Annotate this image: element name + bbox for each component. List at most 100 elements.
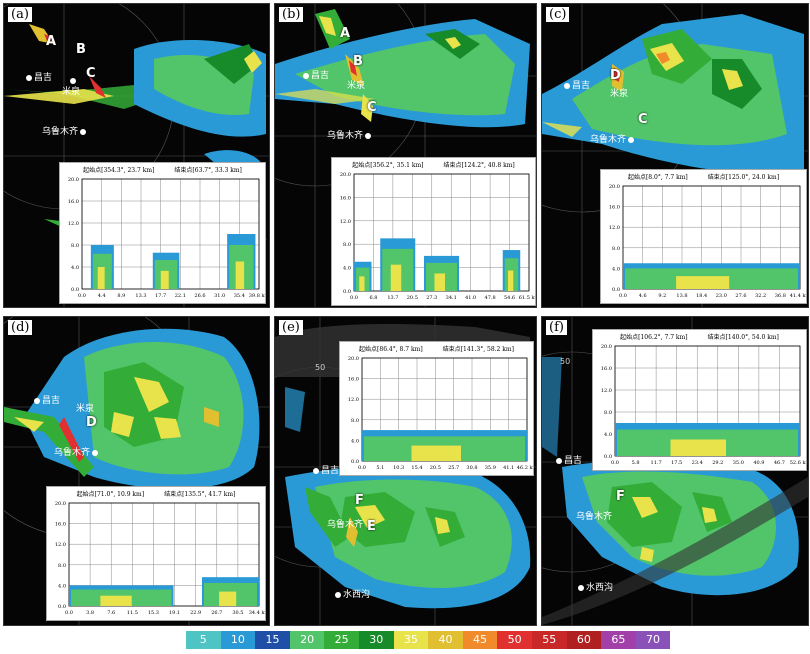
y-tick-label: 4.0 xyxy=(604,432,612,438)
x-tick-label: 17.7 xyxy=(155,293,166,299)
city-dot-icon xyxy=(564,82,570,89)
cross-section-plot: 0.0 6.8 13.7 20.5 27.3 34.1 41.0 47.8 54.6 61.5 k… xyxy=(340,172,535,301)
x-tick-label: 18.4 xyxy=(696,293,707,299)
inset-header: 起始点[356.2°, 35.1 km] 结束点[124.2°, 40.8 km] xyxy=(352,162,515,169)
y-tick-label: 20.0 xyxy=(340,172,351,178)
cross-section-inset: 起始点[8.0°, 7.7 km] 结束点[125.0°, 24.0 km] 0.… xyxy=(600,169,807,304)
x-tick-label: 30.8 xyxy=(466,465,477,471)
echo-core xyxy=(97,267,105,289)
legend-cell: 55 xyxy=(531,631,567,649)
storm-mark-f: F xyxy=(355,493,364,508)
x-tick-label: 27.3 xyxy=(426,295,437,301)
storm-mark-b: B xyxy=(353,54,363,69)
x-tick-label: 3.8 xyxy=(86,610,94,616)
panel-label: (f) xyxy=(546,320,567,335)
cross-section-plot: 0.0 4.4 8.9 13.3 17.7 22.1 26.6 31.0 35.4 39.8 km… xyxy=(68,177,265,299)
radar-echo-a xyxy=(4,4,269,307)
y-tick-label: 0.0 xyxy=(343,289,351,295)
y-tick-label: 4.0 xyxy=(58,583,66,589)
x-tick-label: 25.7 xyxy=(448,465,459,471)
x-tick-label: 4.6 xyxy=(639,293,647,299)
x-tick-label: 31.0 xyxy=(214,293,225,299)
x-tick-label: 11.5 xyxy=(127,610,138,616)
cross-section-inset: 起始点[354.3°, 23.7 km] 结束点[63.7°, 33.3 km] … xyxy=(59,162,266,304)
cross-section-plot: 0.0 3.8 7.6 11.5 15.3 19.1 22.9 26.7 30.5 34.4 km… xyxy=(55,501,265,616)
x-tick-label: 0.0 xyxy=(65,610,73,616)
x-tick-label: 0.0 xyxy=(611,460,619,466)
city-label: 水西沟 xyxy=(578,580,613,593)
radar-echo-f xyxy=(542,317,808,625)
cross-section-inset: 起始点[71.0°, 10.9 km] 结束点[135.5°, 41.7 km] … xyxy=(46,486,266,621)
legend-cell: 25 xyxy=(324,631,359,649)
x-tick-label: 36.8 xyxy=(775,293,786,299)
echo-core xyxy=(100,595,132,606)
panel-label: (d) xyxy=(8,320,33,335)
city-label: 水西沟 xyxy=(335,587,370,600)
x-tick-label: 20.5 xyxy=(430,465,441,471)
storm-mark-b: B xyxy=(76,42,86,57)
x-tick-label: 0.0 xyxy=(350,295,358,301)
x-tick-label: 11.7 xyxy=(651,460,662,466)
x-tick-label: 35.4 xyxy=(234,293,245,299)
storm-mark-f: F xyxy=(616,489,625,504)
echo-core xyxy=(508,270,514,291)
x-tick-label: 17.5 xyxy=(671,460,682,466)
x-tick-label: 35.0 xyxy=(733,460,744,466)
y-tick-label: 20.0 xyxy=(55,501,66,507)
y-tick-label: 16.0 xyxy=(609,205,620,211)
radar-panel-a: (a) A B C 昌吉 米泉 乌鲁木齐 起始点[354.3°, 23.7 km… xyxy=(3,3,270,308)
x-tick-label: 5.1 xyxy=(376,465,384,471)
x-tick-label: 46.2 km xyxy=(517,465,533,471)
y-tick-label: 0.0 xyxy=(71,287,79,293)
radar-panel-d: (d) D 昌吉 米泉 乌鲁木齐 起始点[71.0°, 10.9 km] 结束点[… xyxy=(3,316,270,626)
echo-core xyxy=(434,273,445,291)
cross-section-inset: 起始点[106.2°, 7.7 km] 结束点[140.0°, 54.0 km] … xyxy=(592,329,807,471)
city-label: 昌吉 xyxy=(34,393,60,406)
panel-label: (e) xyxy=(279,320,303,335)
radar-echo-b xyxy=(275,4,536,307)
y-tick-label: 16.0 xyxy=(601,366,612,372)
city-label: 米泉 xyxy=(347,81,366,91)
storm-mark-d: D xyxy=(610,68,621,83)
cross-section-inset: 起始点[86.4°, 8.7 km] 结束点[141.3°, 58.2 km] 0… xyxy=(339,341,534,476)
x-tick-label: 10.3 xyxy=(393,465,404,471)
x-tick-label: 23.4 xyxy=(692,460,703,466)
city-dot-icon xyxy=(313,467,319,474)
radar-panel-e: (e) 50 F E 昌吉 乌鲁木齐 水西沟 起始点[86.4°, 8.7 km… xyxy=(274,316,537,626)
y-tick-label: 20.0 xyxy=(68,177,79,183)
x-tick-label: 5.8 xyxy=(632,460,640,466)
y-tick-label: 12.0 xyxy=(340,219,351,225)
storm-mark-a: A xyxy=(46,34,57,49)
x-tick-label: 15.3 xyxy=(148,610,159,616)
y-tick-label: 4.0 xyxy=(351,438,359,444)
x-tick-label: 35.9 xyxy=(485,465,496,471)
storm-mark-d: D xyxy=(86,415,97,430)
x-tick-label: 46.7 xyxy=(774,460,785,466)
cross-section-plot: 0.0 5.8 11.7 17.5 23.4 29.2 35.0 40.9 46.7 52.6 k… xyxy=(601,344,806,466)
legend-cell: 65 xyxy=(601,631,636,649)
x-tick-label: 30.5 xyxy=(232,610,243,616)
legend-cell: 60 xyxy=(566,631,602,649)
radar-echo-d xyxy=(4,317,269,625)
x-tick-label: 19.1 xyxy=(169,610,180,616)
storm-mark-c: C xyxy=(367,100,377,115)
inset-header: 起始点[8.0°, 7.7 km] 结束点[125.0°, 24.0 km] xyxy=(627,174,780,181)
y-tick-label: 0.0 xyxy=(604,454,612,460)
x-tick-label: 47.8 xyxy=(485,295,496,301)
x-tick-label: 8.9 xyxy=(117,293,125,299)
city-dot-icon xyxy=(80,128,87,135)
storm-mark-a: A xyxy=(340,26,351,41)
legend-cell: 70 xyxy=(635,631,671,649)
city-label: 昌吉 xyxy=(556,453,582,466)
y-tick-label: 16.0 xyxy=(55,522,66,528)
city-label: 乌鲁木齐 xyxy=(327,520,364,530)
city-label: 昌吉 xyxy=(26,70,52,83)
y-tick-label: 12.0 xyxy=(348,397,359,403)
legend-cell: 50 xyxy=(497,631,532,649)
legend-cell: 20 xyxy=(289,631,325,649)
x-tick-label: 61.5 km xyxy=(519,295,535,301)
y-tick-label: 20.0 xyxy=(609,184,620,190)
y-tick-label: 12.0 xyxy=(55,542,66,548)
city-dot-icon xyxy=(556,457,562,464)
city-label: 昌吉 xyxy=(313,463,339,476)
